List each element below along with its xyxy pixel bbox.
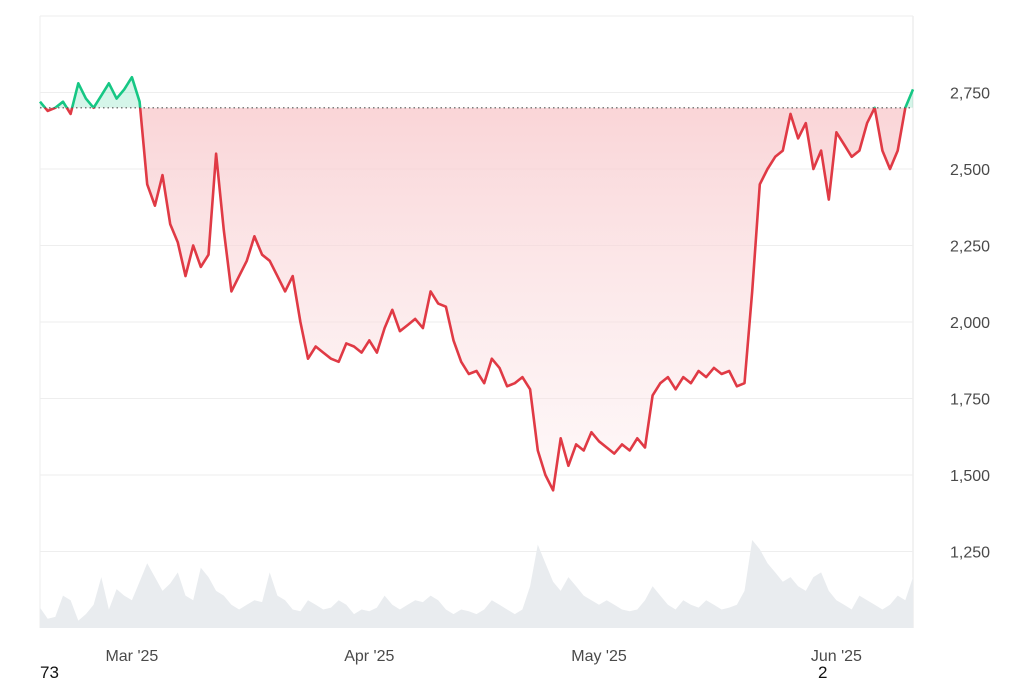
x-tick-label: May '25	[571, 648, 627, 665]
price-area-fill	[40, 77, 913, 491]
y-tick-label: 2,500	[950, 162, 990, 179]
x-tick-label: Jun '25	[811, 648, 862, 665]
volume-shape	[40, 540, 913, 628]
y-tick-label: 1,250	[950, 545, 990, 562]
area-below-baseline	[45, 107, 906, 491]
price-lines	[39, 75, 915, 492]
y-tick-label: 2,250	[950, 239, 990, 256]
y-tick-label: 2,750	[950, 86, 990, 103]
price-line-below	[43, 107, 907, 492]
x-tick-label: Apr '25	[344, 648, 394, 665]
y-axis-ticks: 1,250 1,500 1,750 2,000 2,250 2,500 2,750	[950, 86, 990, 562]
footer-right-label: 2	[818, 663, 828, 682]
x-tick-label: Mar '25	[105, 648, 158, 665]
x-axis-ticks: Mar '25 Apr '25 May '25 Jun '25	[105, 648, 862, 665]
y-tick-label: 2,000	[950, 315, 990, 332]
y-tick-label: 1,500	[950, 468, 990, 485]
area-above-baseline	[40, 77, 913, 108]
footer-left-label: 73	[40, 663, 59, 682]
y-tick-label: 1,750	[950, 392, 990, 409]
volume-area	[40, 540, 913, 628]
